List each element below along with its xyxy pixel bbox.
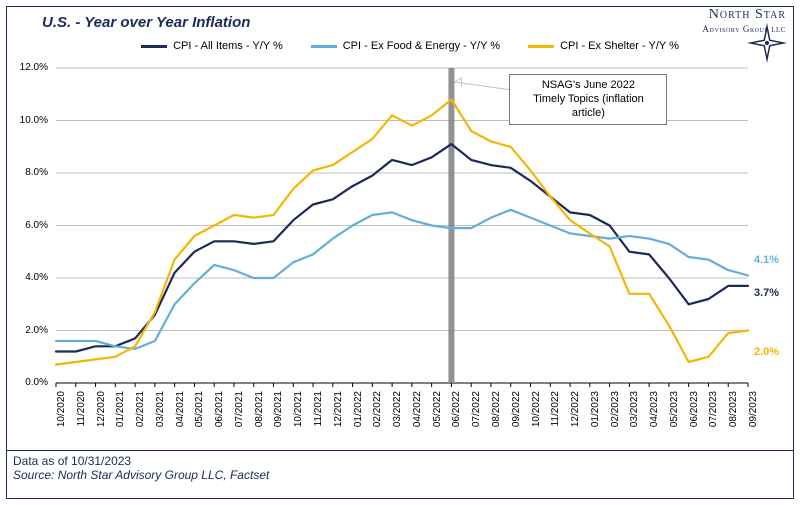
legend-swatch-core [311, 45, 337, 48]
end-label-exshelter: 2.0% [754, 346, 779, 358]
x-tick-label: 11/2021 [313, 391, 324, 431]
chart-plot: 0.0% 2.0% 4.0% 6.0% 8.0% 10.0% 12.0% 10/2020 11/… [6, 60, 794, 443]
legend-swatch-all [141, 45, 167, 48]
x-tick-label: 12/2022 [570, 391, 581, 431]
x-tick-label: 04/2022 [412, 391, 423, 431]
x-tick-label: 02/2022 [372, 391, 383, 431]
legend-swatch-exshelter [528, 45, 554, 48]
x-tick-label: 07/2022 [471, 391, 482, 431]
legend: CPI - All Items - Y/Y % CPI - Ex Food & … [80, 40, 740, 52]
compass-star-icon [746, 22, 788, 64]
callout-line3: article) [518, 107, 658, 121]
x-tick-label: 01/2023 [590, 391, 601, 431]
data-source: Source: North Star Advisory Group LLC, F… [13, 468, 787, 482]
x-tick-label: 03/2022 [392, 391, 403, 431]
x-tick-label: 12/2021 [333, 391, 344, 431]
y-tick-label: 2.0% [6, 325, 48, 336]
x-tick-label: 05/2022 [432, 391, 443, 431]
x-tick-label: 05/2023 [669, 391, 680, 431]
x-tick-label: 07/2023 [708, 391, 719, 431]
x-tick-label: 10/2021 [293, 391, 304, 431]
x-tick-label: 01/2022 [353, 391, 364, 431]
x-tick-label: 06/2023 [689, 391, 700, 431]
data-as-of: Data as of 10/31/2023 [13, 454, 787, 468]
x-tick-label: 03/2023 [629, 391, 640, 431]
x-tick-label: 08/2022 [491, 391, 502, 431]
y-tick-label: 12.0% [6, 62, 48, 73]
x-tick-label: 09/2022 [511, 391, 522, 431]
chart-title: U.S. - Year over Year Inflation [42, 14, 250, 31]
x-tick-label: 09/2021 [273, 391, 284, 431]
x-tick-label: 08/2023 [728, 391, 739, 431]
y-tick-label: 4.0% [6, 272, 48, 283]
y-tick-label: 8.0% [6, 167, 48, 178]
annotation-callout: NSAG's June 2022 Timely Topics (inflatio… [509, 74, 667, 125]
end-label-core: 4.1% [754, 254, 779, 266]
x-tick-label: 02/2023 [610, 391, 621, 431]
x-tick-label: 04/2021 [175, 391, 186, 431]
legend-item-core: CPI - Ex Food & Energy - Y/Y % [311, 40, 500, 52]
x-tick-label: 08/2021 [254, 391, 265, 431]
x-tick-label: 09/2023 [748, 391, 759, 431]
x-tick-label: 10/2022 [531, 391, 542, 431]
x-tick-label: 03/2021 [155, 391, 166, 431]
x-tick-label: 11/2020 [76, 391, 87, 431]
northstar-logo: North Star Advisory Group LLC [656, 8, 786, 68]
callout-line1: NSAG's June 2022 [518, 79, 658, 93]
chart-footer: Data as of 10/31/2023 Source: North Star… [7, 450, 793, 498]
x-tick-label: 06/2022 [451, 391, 462, 431]
legend-item-exshelter: CPI - Ex Shelter - Y/Y % [528, 40, 679, 52]
legend-label-exshelter: CPI - Ex Shelter - Y/Y % [560, 40, 679, 52]
logo-line1: North Star [709, 7, 786, 22]
end-label-all: 3.7% [754, 287, 779, 299]
x-tick-label: 04/2023 [649, 391, 660, 431]
x-tick-label: 05/2021 [194, 391, 205, 431]
y-tick-label: 6.0% [6, 220, 48, 231]
x-tick-label: 12/2020 [96, 391, 107, 431]
y-tick-label: 0.0% [6, 377, 48, 388]
x-tick-label: 11/2022 [550, 391, 561, 431]
x-tick-label: 06/2021 [214, 391, 225, 431]
callout-line2: Timely Topics (inflation [518, 93, 658, 107]
legend-item-all: CPI - All Items - Y/Y % [141, 40, 283, 52]
legend-label-core: CPI - Ex Food & Energy - Y/Y % [343, 40, 500, 52]
plot-svg [6, 60, 794, 443]
x-tick-label: 01/2021 [115, 391, 126, 431]
x-tick-label: 02/2021 [135, 391, 146, 431]
legend-label-all: CPI - All Items - Y/Y % [173, 40, 283, 52]
x-tick-label: 07/2021 [234, 391, 245, 431]
x-tick-label: 10/2020 [56, 391, 67, 431]
chart-figure: U.S. - Year over Year Inflation North St… [0, 0, 800, 505]
y-tick-label: 10.0% [6, 115, 48, 126]
